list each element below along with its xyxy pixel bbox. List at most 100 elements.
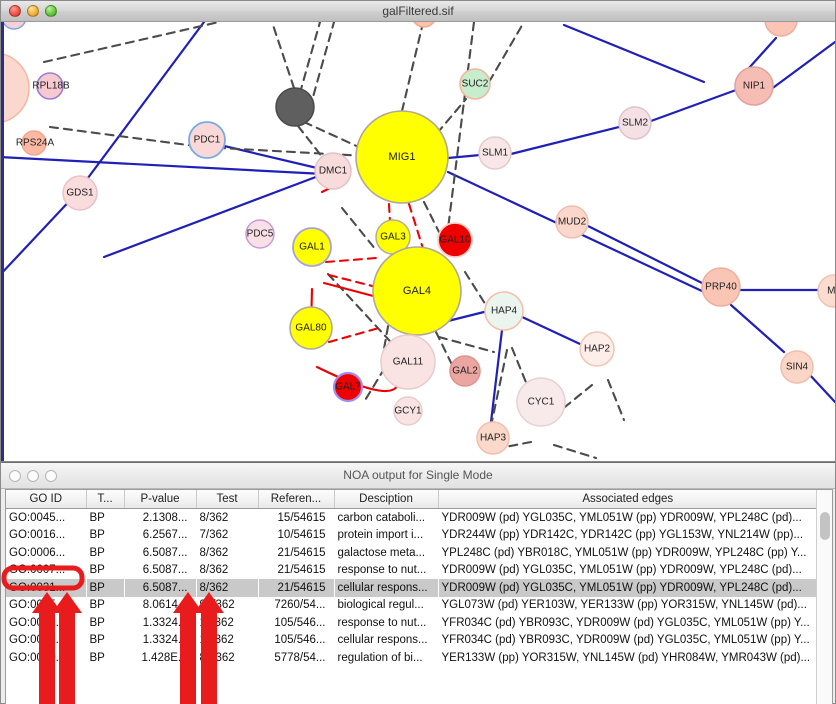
node-SIN4[interactable]: [780, 350, 814, 384]
node-HAP2[interactable]: [579, 331, 615, 367]
node-MUD2[interactable]: [555, 205, 589, 239]
close-button[interactable]: [9, 5, 21, 17]
table-row-selected[interactable]: GO:0031... BP 6.5087... 8/362 21/54615 c…: [6, 579, 817, 597]
cell-associated-edges: YDR244W (pp) YDR142C, YDR142C (pp) YGL15…: [441, 529, 804, 542]
node-PDC1[interactable]: [188, 121, 226, 159]
node-label-RPL18B: RPL18B: [32, 81, 70, 92]
table-vertical-scrollbar[interactable]: [816, 490, 832, 704]
noa-table-scroll[interactable]: GO ID T... P-value Test Referen... Desci…: [6, 490, 817, 704]
zoom-button-inactive[interactable]: [45, 470, 57, 482]
node-label-GAL80: GAL80: [295, 323, 327, 334]
cell-test: 11/362: [199, 634, 234, 647]
node-label-CYC1: CYC1: [528, 397, 555, 408]
table-row[interactable]: GO:0006... BP 6.5087... 8/362 21/54615 g…: [6, 544, 817, 562]
cell-associated-edges: YER133W (pp) YOR315W, YNL145W (pd) YHR08…: [441, 651, 811, 664]
node-top-orange[interactable]: [412, 22, 436, 28]
close-button-inactive[interactable]: [9, 470, 21, 482]
cell-desciption: galactose meta...: [337, 546, 426, 559]
node-label-PDC1: PDC1: [194, 135, 221, 146]
node-GAL80[interactable]: [289, 306, 333, 350]
node-NIP1[interactable]: [734, 66, 774, 106]
cell-p-value: 2.1308...: [142, 511, 188, 524]
node-SUC2[interactable]: [459, 68, 491, 100]
node-topleft[interactable]: [4, 22, 26, 30]
node-unlabeled-grey[interactable]: [275, 87, 315, 127]
cell-go-id: GO:0006...: [9, 546, 66, 559]
node-GCY1[interactable]: [393, 396, 423, 426]
node-PDC5[interactable]: [245, 219, 275, 249]
table-row[interactable]: GO:0007... BP 6.5087... 8/362 21/54615 r…: [6, 562, 817, 580]
node-label-GAL4: GAL4: [403, 285, 431, 297]
table-row[interactable]: GO:0045... BP 2.1308... 8/362 15/54615 c…: [6, 509, 817, 527]
node-GAL10[interactable]: [437, 222, 473, 258]
node-label-HAP2: HAP2: [584, 344, 611, 355]
cell-test: 94/362: [199, 599, 235, 612]
table-row[interactable]: GO:0016... BP 6.2567... 7/362 10/54615 p…: [6, 527, 817, 545]
node-GDS1[interactable]: [62, 175, 98, 211]
main-window: galFiltered.sif: [0, 0, 836, 462]
cell-desciption: response to nut...: [337, 564, 427, 577]
noa-table-body: GO:0045... BP 2.1308... 8/362 15/54615 c…: [6, 509, 817, 667]
cell-associated-edges: YPL248C (pd) YBR018C, YML051W (pp) YDR00…: [441, 546, 807, 559]
node-RPS24A[interactable]: [21, 130, 47, 156]
cell-desciption: cellular respons...: [337, 634, 428, 647]
cell-test: 8/362: [199, 546, 229, 559]
node-label-SLM1: SLM1: [482, 148, 509, 159]
network-canvas[interactable]: RPL18B RPS24A GDS1 PDC1 PDC5 SUC2: [1, 22, 835, 461]
node-DMC1[interactable]: [314, 152, 352, 190]
table-row[interactable]: GO:0065... BP 8.0614... 94/362 7260/54..…: [6, 597, 817, 615]
node-label-GAL1: GAL1: [299, 242, 325, 253]
node-CYC1[interactable]: [516, 377, 566, 427]
network-edges: [4, 22, 835, 460]
table-row[interactable]: GO:0031... BP 1.3324... 11/362 105/546..…: [6, 632, 817, 650]
col-header-desciption[interactable]: Desciption: [334, 490, 439, 509]
node-HAP4[interactable]: [484, 291, 524, 331]
node-RPL18B[interactable]: [36, 72, 64, 100]
cell-p-value: 1.3324...: [142, 634, 188, 647]
main-window-titlebar[interactable]: galFiltered.sif: [1, 1, 835, 22]
node-GAL1[interactable]: [292, 227, 332, 267]
col-header-associated-edges[interactable]: Associated edges: [438, 490, 817, 509]
node-label-SUC2: SUC2: [462, 79, 489, 90]
node-label-SIN4: SIN4: [786, 362, 809, 373]
cell-reference: 21/54615: [277, 546, 326, 559]
cell-p-value: 1.3324...: [142, 616, 188, 629]
col-header-reference[interactable]: Referen...: [258, 490, 335, 509]
node-PRP40[interactable]: [701, 267, 741, 307]
minimize-button-inactive[interactable]: [27, 470, 39, 482]
cell-type: BP: [89, 599, 105, 612]
node-pink-large[interactable]: [4, 53, 30, 123]
node-top-pink-right[interactable]: [764, 22, 798, 37]
col-header-p-value[interactable]: P-value: [124, 490, 197, 509]
node-GAL7[interactable]: [332, 371, 364, 403]
cell-reference: 15/54615: [277, 511, 326, 524]
cell-reference: 105/546...: [274, 616, 326, 629]
col-header-test[interactable]: Test: [196, 490, 259, 509]
node-MIG1[interactable]: [355, 110, 449, 204]
cell-type: BP: [89, 634, 105, 647]
node-GAL2[interactable]: [449, 355, 481, 387]
node-GAL11[interactable]: [380, 334, 436, 390]
cell-desciption: biological regul...: [337, 599, 424, 612]
cell-desciption: carbon cataboli...: [337, 511, 426, 524]
noa-dialog-titlebar[interactable]: NOA output for Single Mode: [1, 463, 835, 489]
cell-go-id: GO:0031...: [9, 634, 66, 647]
minimize-button[interactable]: [27, 5, 39, 17]
zoom-button[interactable]: [45, 5, 57, 17]
cell-type: BP: [89, 546, 105, 559]
cell-reference: 5778/54...: [274, 651, 326, 664]
node-label-PDC5: PDC5: [247, 229, 274, 240]
col-header-go-id[interactable]: GO ID: [6, 490, 87, 509]
node-GAL4[interactable]: [372, 246, 462, 336]
node-MSI[interactable]: [817, 274, 835, 308]
node-label-GAL11: GAL11: [393, 357, 424, 368]
node-label-RPS24A: RPS24A: [16, 138, 55, 149]
node-SLM2[interactable]: [618, 106, 652, 140]
node-HAP3[interactable]: [476, 421, 510, 455]
scrollbar-thumb[interactable]: [820, 512, 830, 540]
noa-window-controls: [9, 470, 57, 482]
table-row[interactable]: GO:0031... BP 1.3324... 11/362 105/546..…: [6, 614, 817, 632]
node-SLM1[interactable]: [478, 136, 512, 170]
cell-associated-edges: YFR034C (pd) YBR093C, YDR009W (pd) YGL03…: [441, 634, 810, 647]
col-header-type[interactable]: T...: [86, 490, 125, 509]
